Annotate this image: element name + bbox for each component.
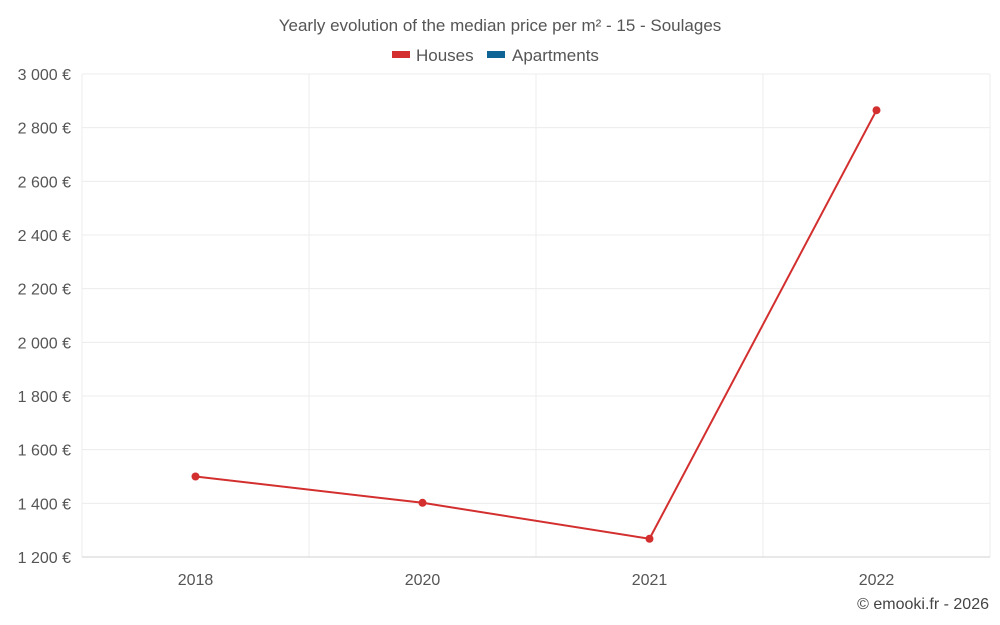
y-tick-label: 1 200 € bbox=[18, 550, 71, 567]
y-tick-label: 1 800 € bbox=[18, 389, 71, 406]
x-tick-label: 2020 bbox=[405, 572, 441, 589]
series-line-houses bbox=[195, 109, 878, 540]
x-tick-label: 2018 bbox=[178, 572, 214, 589]
y-tick-label: 1 400 € bbox=[18, 496, 71, 513]
y-tick-label: 2 000 € bbox=[18, 335, 71, 352]
y-tick-label: 2 800 € bbox=[18, 121, 71, 138]
legend: Houses Apartments bbox=[392, 46, 599, 65]
x-tick-label: 2021 bbox=[632, 572, 668, 589]
series-layer bbox=[191, 106, 881, 543]
y-axis-ticks: 1 200 € 1 400 € 1 600 € 1 800 € 2 000 € 2 200… bbox=[18, 67, 71, 567]
legend-label-houses: Houses bbox=[416, 46, 474, 65]
data-point-houses[interactable] bbox=[645, 534, 654, 543]
x-gridlines bbox=[81, 74, 991, 557]
legend-label-apartments: Apartments bbox=[512, 46, 599, 65]
legend-item-houses[interactable]: Houses bbox=[392, 46, 474, 65]
x-tick-label: 2022 bbox=[859, 572, 895, 589]
data-point-houses[interactable] bbox=[191, 472, 200, 481]
credit-text: © emooki.fr - 2026 bbox=[857, 596, 989, 613]
y-tick-label: 3 000 € bbox=[18, 67, 71, 84]
y-tick-label: 2 400 € bbox=[18, 228, 71, 245]
y-tick-label: 1 600 € bbox=[18, 443, 71, 460]
legend-swatch-houses bbox=[392, 51, 410, 58]
y-tick-label: 2 600 € bbox=[18, 174, 71, 191]
y-tick-label: 2 200 € bbox=[18, 282, 71, 299]
legend-swatch-apartments bbox=[487, 51, 505, 58]
data-point-houses[interactable] bbox=[872, 106, 881, 115]
data-point-houses[interactable] bbox=[418, 498, 427, 507]
chart-title: Yearly evolution of the median price per… bbox=[279, 16, 722, 35]
legend-item-apartments[interactable]: Apartments bbox=[487, 46, 599, 65]
x-axis-ticks: 2018 2020 2021 2022 bbox=[178, 572, 895, 589]
